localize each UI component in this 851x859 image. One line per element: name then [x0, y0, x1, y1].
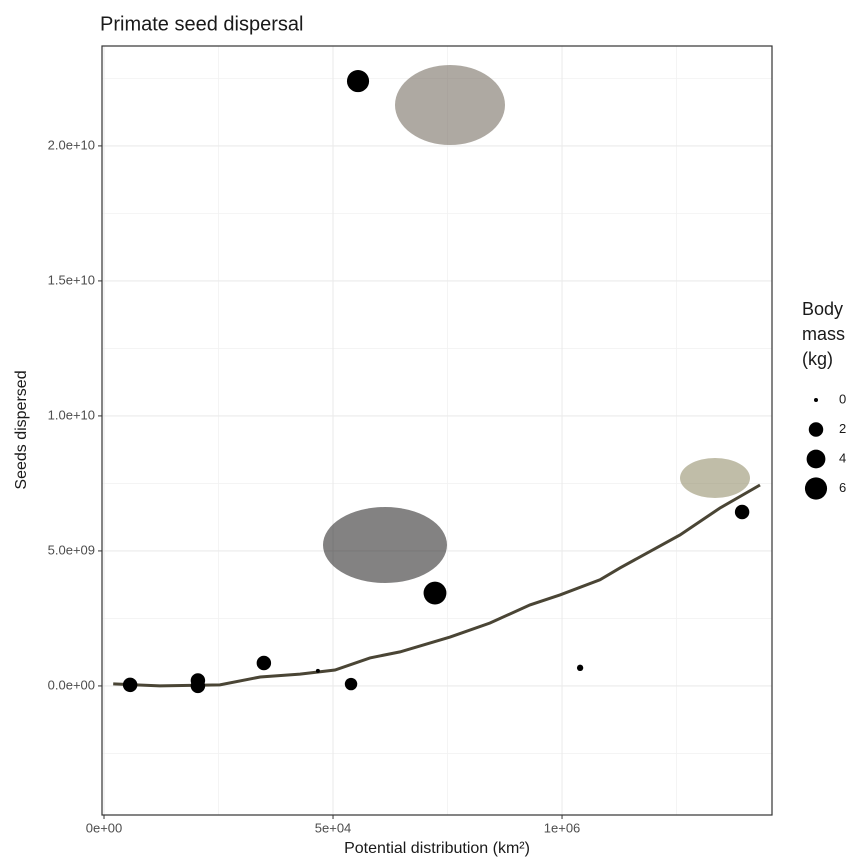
x-tick-label: 1e+06	[544, 820, 581, 835]
legend-label: 4	[839, 450, 846, 465]
point	[257, 656, 271, 670]
legend-key	[809, 422, 823, 436]
legend-label: 0	[839, 391, 846, 406]
y-tick-label: 5.0e+09	[48, 542, 95, 557]
legend-label: 2	[839, 421, 846, 436]
point	[577, 665, 583, 671]
point	[191, 679, 205, 693]
point	[123, 678, 137, 692]
x-axis-label: Potential distribution (km²)	[344, 840, 530, 857]
legend-key	[807, 450, 826, 469]
x-tick-label: 0e+00	[86, 820, 123, 835]
plot-panel	[102, 46, 772, 815]
primate-illustration	[395, 65, 505, 145]
point	[345, 678, 357, 690]
point	[316, 669, 320, 673]
y-tick-label: 1.0e+10	[48, 407, 95, 422]
point	[347, 70, 369, 92]
primate-illustration	[680, 458, 750, 498]
legend-label: 6	[839, 480, 846, 495]
y-tick-label: 0.0e+00	[48, 677, 95, 692]
y-axis-label: Seeds dispersed	[13, 370, 30, 489]
x-tick-label: 5e+04	[315, 820, 352, 835]
chart: Primate seed dispersal Potential distrib…	[0, 0, 851, 859]
legend-key	[814, 398, 818, 402]
y-tick-label: 2.0e+10	[48, 137, 95, 152]
point	[424, 582, 447, 605]
legend-key	[805, 477, 827, 499]
chart-title: Primate seed dispersal	[100, 13, 303, 35]
point	[735, 505, 749, 519]
primate-illustration	[323, 507, 447, 583]
y-tick-label: 1.5e+10	[48, 272, 95, 287]
